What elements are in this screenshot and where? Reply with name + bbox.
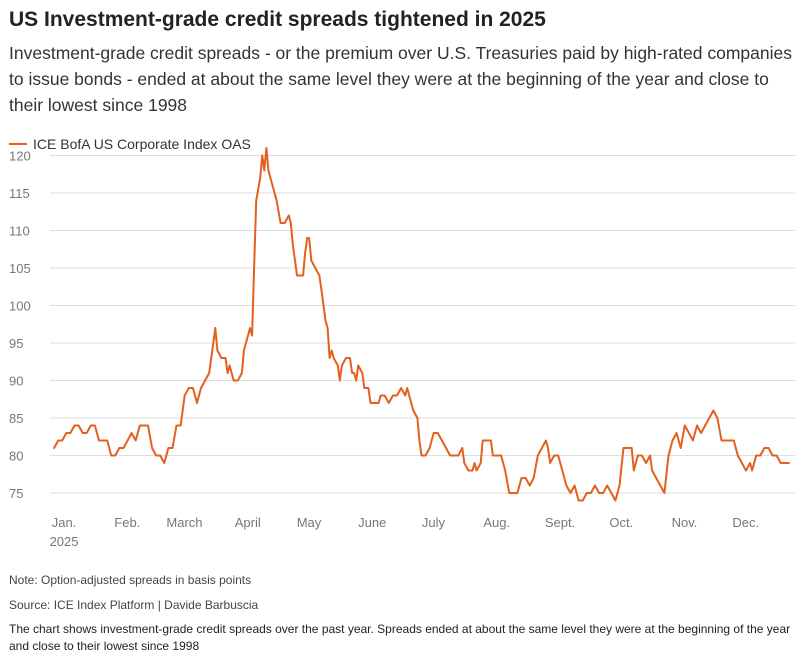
legend-swatch [9, 143, 27, 145]
series-line [53, 147, 790, 502]
chart-source: Source: ICE Index Platform | Davide Barb… [9, 598, 259, 612]
x-tick-label: Oct. [609, 515, 633, 530]
x-tick-label: Nov. [672, 515, 698, 530]
chart-title: US Investment-grade credit spreads tight… [9, 8, 546, 31]
x-tick-label: March [166, 515, 202, 530]
chart-legend: ICE BofA US Corporate Index OAS [9, 134, 251, 154]
y-tick-label: 120 [9, 149, 31, 164]
chart-note: Note: Option-adjusted spreads in basis p… [9, 573, 252, 587]
x-tick-label: July [422, 515, 446, 530]
x-tick-label: May [297, 515, 322, 530]
y-tick-label: 90 [9, 374, 23, 389]
y-axis-ticks: 120 115 110 105 100 95 90 85 80 75 [9, 149, 31, 502]
series-layer [53, 147, 790, 502]
y-tick-label: 85 [9, 411, 23, 426]
y-tick-label: 105 [9, 261, 31, 276]
y-tick-label: 80 [9, 449, 23, 464]
chart-description: The chart shows investment-grade credit … [9, 622, 791, 653]
x-tick-label: Dec. [732, 515, 759, 530]
grid-layer [50, 155, 795, 494]
y-tick-label: 110 [9, 224, 30, 239]
y-tick-label: 115 [9, 186, 30, 201]
y-tick-label: 100 [9, 299, 31, 314]
x-tick-label: Sept. [545, 515, 575, 530]
x-tick-label: Jan. [52, 515, 77, 530]
y-tick-label: 75 [9, 486, 23, 501]
x-tick-label: Feb. [114, 515, 140, 530]
x-axis-ticks: Jan. 2025 Feb. March April May June July Aug. Sep… [50, 515, 760, 549]
chart-subtitle: Investment-grade credit spreads - or the… [9, 43, 792, 115]
x-tick-label: April [235, 515, 261, 530]
legend-label: ICE BofA US Corporate Index OAS [33, 136, 251, 152]
x-tick-label: June [358, 515, 386, 530]
x-tick-label: Aug. [483, 515, 510, 530]
x-tick-sublabel: 2025 [50, 534, 79, 549]
y-tick-label: 95 [9, 336, 23, 351]
